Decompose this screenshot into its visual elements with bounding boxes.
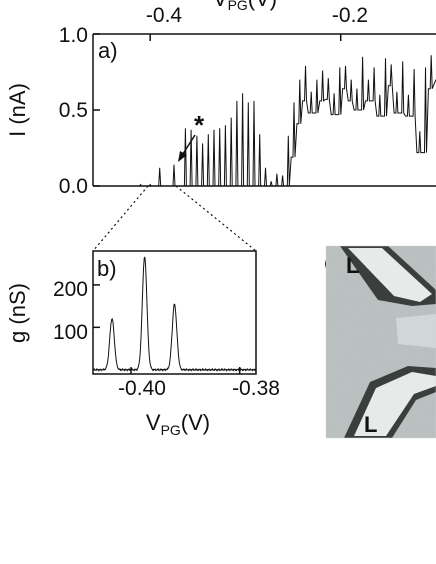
lower-lead [354, 372, 436, 436]
panel-b-xlabel: VPG(V) [146, 410, 210, 438]
panel-a-ytick-label: 0.5 [59, 99, 88, 122]
panel-a: VPG(V) -0.4 -0.2 1.0 0.5 0.0 I (nA) a) * [5, 0, 436, 198]
panel-b-ylabel: g (nS) [5, 283, 30, 343]
panel-b-xtick-label: -0.40 [118, 377, 166, 400]
panel-b-ticks [93, 284, 241, 374]
panel-b-frame [92, 250, 257, 375]
panel-a-xtick-label: -0.4 [146, 4, 183, 27]
panel-a-label: a) [98, 38, 118, 63]
panel-c: c) L L [324, 245, 436, 439]
lead-label-upper: L [346, 253, 359, 278]
panel-b-xtick-label: -0.38 [232, 377, 280, 400]
zoom-line-right [175, 185, 257, 252]
panel-b-label: b) [97, 256, 117, 281]
panel-a-xtick-label: -0.2 [332, 4, 368, 27]
panel-b-ytick-label: 200 [53, 278, 88, 301]
constriction-channel [396, 314, 436, 348]
lead-label-lower: L [364, 412, 377, 437]
panel-a-ytick-label: 0.0 [59, 175, 88, 198]
micrograph-border [325, 245, 436, 439]
panel-a-top-axis-title: VPG(V) [213, 0, 277, 13]
panel-a-annotation-asterisk: * [194, 110, 205, 140]
panel-b-conductance-trace [92, 256, 257, 372]
panel-a-ytick-label: 1.0 [59, 24, 88, 47]
zoom-line-left [92, 185, 149, 252]
upper-lead [348, 248, 432, 302]
panel-a-ylabel: I (nA) [5, 83, 30, 137]
panel-a-current-trace [93, 55, 436, 187]
panel-b: 200 100 -0.40 -0.38 g (nS) VPG(V) b) [5, 250, 280, 438]
panel-a-ticks [93, 33, 342, 187]
sem-micrograph [326, 246, 436, 438]
panel-a-annotation-arrowhead [178, 151, 187, 162]
panel-b-ytick-label: 100 [53, 321, 88, 344]
